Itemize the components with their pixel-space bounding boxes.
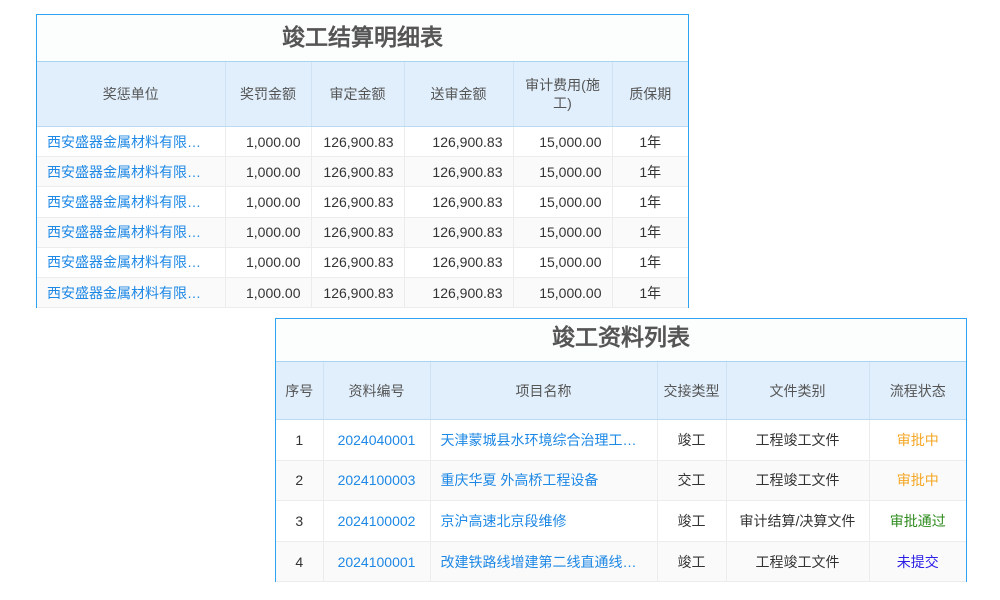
table-cell: 126,900.83 [404, 186, 514, 218]
table-cell: 1,000.00 [225, 247, 312, 278]
table-cell: 1年 [612, 156, 688, 188]
handover-type: 交工 [657, 460, 727, 502]
table-row: 西安盛器金属材料有限公司 1,000.00 126,900.83 126,900.83… [37, 156, 688, 188]
settlement-title: 竣工结算明细表 [37, 15, 688, 62]
file-category: 工程竣工文件 [726, 541, 870, 583]
company-link[interactable]: 西安盛器金属材料有限公司 [37, 156, 226, 188]
column-header: 文件类别 [726, 362, 870, 420]
table-cell: 126,900.83 [311, 186, 405, 218]
column-header: 序号 [276, 362, 324, 420]
column-header: 审计费用(施工) [513, 62, 613, 127]
settlement-table-panel: 竣工结算明细表 奖惩单位 奖罚金额 审定金额 送审金额 审计费用(施工) 质保期 西安盛器… [36, 14, 689, 309]
column-header: 奖罚金额 [225, 62, 312, 127]
column-header: 质保期 [612, 62, 688, 127]
file-category: 工程竣工文件 [726, 460, 870, 502]
table-cell: 1,000.00 [225, 217, 312, 248]
row-index: 2 [276, 460, 324, 502]
project-name-link[interactable]: 京沪高速北京段维修 [430, 500, 658, 542]
table-row: 1 2024040001 天津蒙城县水环境综合治理工程项目 竣工 工程竣工文件 审批中 [276, 419, 966, 461]
table-cell: 1年 [612, 126, 688, 158]
column-header: 交接类型 [657, 362, 727, 420]
settlement-table: 奖惩单位 奖罚金额 审定金额 送审金额 审计费用(施工) 质保期 西安盛器金属材料有限公司… [37, 62, 688, 309]
table-cell: 1,000.00 [225, 277, 312, 309]
table-cell: 126,900.83 [404, 277, 514, 309]
company-link[interactable]: 西安盛器金属材料有限公司 [37, 277, 226, 309]
table-row: 西安盛器金属材料有限公司 1,000.00 126,900.83 126,900.83… [37, 186, 688, 218]
project-name-link[interactable]: 改建铁路线增建第二线直通线工程 [430, 541, 658, 583]
column-header: 资料编号 [323, 362, 431, 420]
row-index: 4 [276, 541, 324, 583]
status-badge: 审批中 [869, 460, 966, 502]
document-id-link[interactable]: 2024100001 [323, 541, 431, 583]
table-row: 西安盛器金属材料有限公司 1,000.00 126,900.83 126,900.83… [37, 277, 688, 309]
table-row: 4 2024100001 改建铁路线增建第二线直通线工程 竣工 工程竣工文件 未提交 [276, 541, 966, 583]
handover-type: 竣工 [657, 419, 727, 461]
table-cell: 15,000.00 [513, 156, 613, 188]
table-cell: 126,900.83 [311, 217, 405, 248]
table-cell: 1年 [612, 277, 688, 309]
company-link[interactable]: 西安盛器金属材料有限公司 [37, 247, 226, 278]
table-cell: 1,000.00 [225, 186, 312, 218]
table-cell: 15,000.00 [513, 247, 613, 278]
table-cell: 1年 [612, 186, 688, 218]
handover-type: 竣工 [657, 541, 727, 583]
table-cell: 126,900.83 [404, 126, 514, 158]
document-id-link[interactable]: 2024100003 [323, 460, 431, 502]
table-row: 西安盛器金属材料有限公司 1,000.00 126,900.83 126,900.83… [37, 126, 688, 158]
table-row: 西安盛器金属材料有限公司 1,000.00 126,900.83 126,900.83… [37, 217, 688, 248]
table-cell: 126,900.83 [311, 247, 405, 278]
column-header: 流程状态 [869, 362, 966, 420]
document-id-link[interactable]: 2024100002 [323, 500, 431, 542]
table-cell: 1,000.00 [225, 126, 312, 158]
row-index: 3 [276, 500, 324, 542]
table-cell: 126,900.83 [311, 126, 405, 158]
table-cell: 1,000.00 [225, 156, 312, 188]
table-cell: 126,900.83 [404, 217, 514, 248]
project-name-link[interactable]: 天津蒙城县水环境综合治理工程项目 [430, 419, 658, 461]
documents-table-panel: 竣工资料列表 序号 资料编号 项目名称 交接类型 文件类别 流程状态 1 202404000… [275, 318, 967, 583]
row-index: 1 [276, 419, 324, 461]
table-cell: 126,900.83 [404, 156, 514, 188]
company-link[interactable]: 西安盛器金属材料有限公司 [37, 126, 226, 158]
table-cell: 15,000.00 [513, 126, 613, 158]
file-category: 审计结算/决算文件 [726, 500, 870, 542]
table-cell: 15,000.00 [513, 217, 613, 248]
status-badge: 未提交 [869, 541, 966, 583]
documents-table: 序号 资料编号 项目名称 交接类型 文件类别 流程状态 1 2024040001 天津蒙城县水… [276, 362, 966, 583]
file-category: 工程竣工文件 [726, 419, 870, 461]
table-row: 西安盛器金属材料有限公司 1,000.00 126,900.83 126,900.83… [37, 247, 688, 278]
table-cell: 1年 [612, 247, 688, 278]
table-row: 2 2024100003 重庆华夏 外高桥工程设备 交工 工程竣工文件 审批中 [276, 460, 966, 502]
column-header: 奖惩单位 [37, 62, 226, 127]
company-link[interactable]: 西安盛器金属材料有限公司 [37, 186, 226, 218]
column-header: 送审金额 [404, 62, 514, 127]
column-header: 审定金额 [311, 62, 405, 127]
table-cell: 15,000.00 [513, 186, 613, 218]
table-cell: 126,900.83 [404, 247, 514, 278]
project-name-link[interactable]: 重庆华夏 外高桥工程设备 [430, 460, 658, 502]
table-cell: 15,000.00 [513, 277, 613, 309]
documents-title: 竣工资料列表 [276, 319, 966, 362]
status-badge: 审批通过 [869, 500, 966, 542]
table-row: 3 2024100002 京沪高速北京段维修 竣工 审计结算/决算文件 审批通过 [276, 500, 966, 542]
column-header: 项目名称 [430, 362, 658, 420]
table-cell: 1年 [612, 217, 688, 248]
document-id-link[interactable]: 2024040001 [323, 419, 431, 461]
table-cell: 126,900.83 [311, 156, 405, 188]
status-badge: 审批中 [869, 419, 966, 461]
table-cell: 126,900.83 [311, 277, 405, 309]
handover-type: 竣工 [657, 500, 727, 542]
company-link[interactable]: 西安盛器金属材料有限公司 [37, 217, 226, 248]
